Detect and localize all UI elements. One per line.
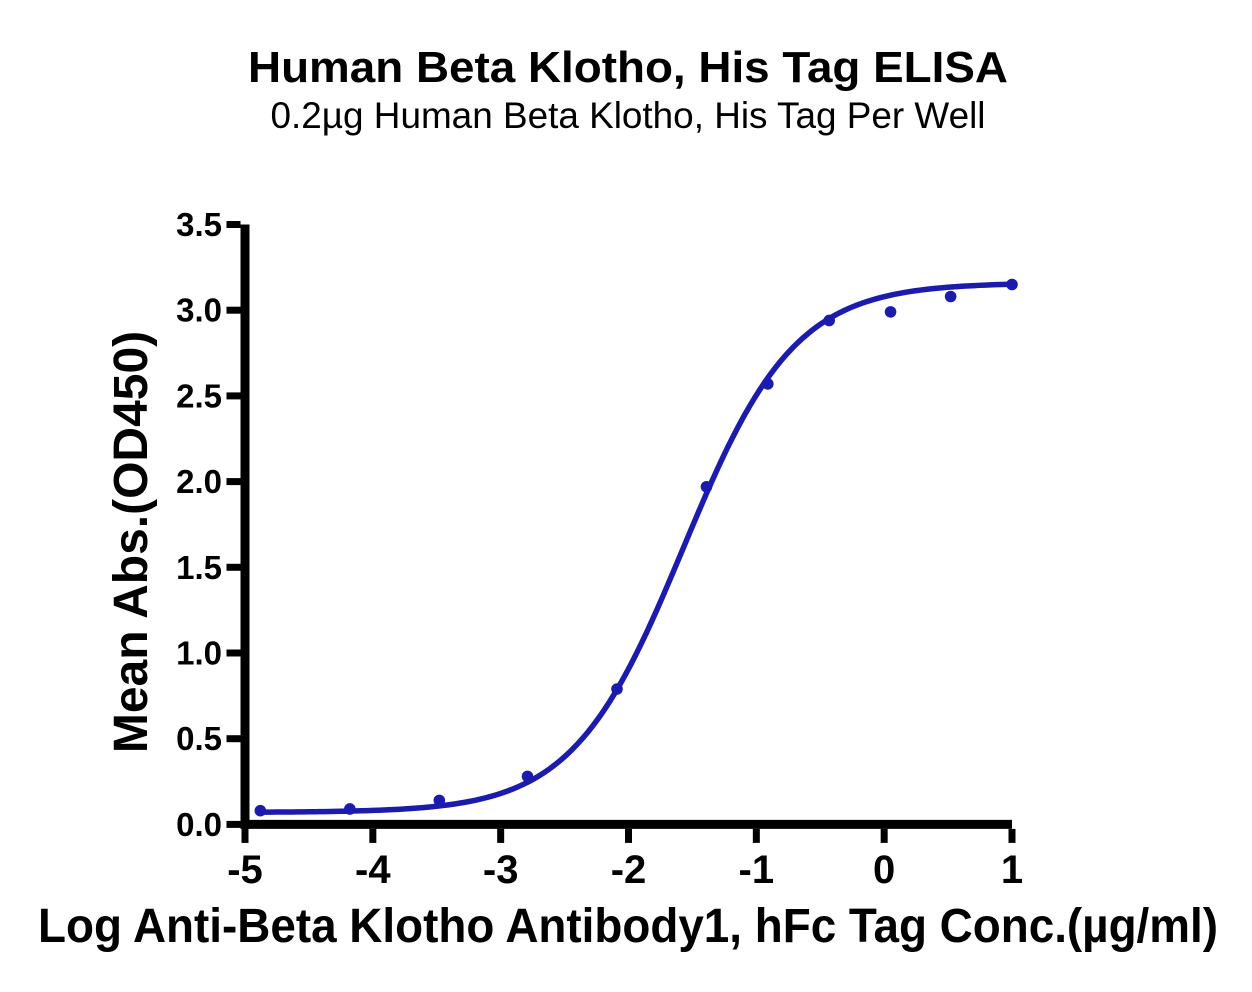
data-point <box>1006 278 1018 291</box>
x-tick-label: -3 <box>483 848 519 892</box>
y-axis-label: Mean Abs.(OD450) <box>105 331 158 753</box>
data-point <box>823 314 835 327</box>
y-tick-label: 2.0 <box>176 463 222 500</box>
data-point <box>611 683 623 695</box>
y-tick-label: 0.0 <box>176 806 222 843</box>
y-tick-label: 3.5 <box>176 206 222 243</box>
data-point <box>254 804 267 817</box>
x-tick-label: -2 <box>611 848 647 892</box>
data-point <box>700 480 713 493</box>
y-tick-label: 1.5 <box>176 549 222 586</box>
x-tick-label: 0 <box>873 848 895 892</box>
x-tick-label: -5 <box>227 848 263 892</box>
x-tick-label: -4 <box>355 848 391 892</box>
data-point <box>521 770 534 783</box>
x-axis-label: Log Anti-Beta Klotho Antibody1, hFc Tag … <box>38 900 1218 953</box>
x-tick-label: -1 <box>739 848 775 892</box>
y-tick-label: 3.0 <box>176 292 222 329</box>
chart-subtitle: 0.2µg Human Beta Klotho, His Tag Per Wel… <box>271 95 986 136</box>
data-point <box>433 794 446 807</box>
fit-curve <box>257 281 1015 815</box>
x-tick-label: 1 <box>1001 848 1023 892</box>
chart-title: Human Beta Klotho, His Tag ELISA <box>248 43 1008 92</box>
y-tick-label: 2.5 <box>176 377 222 414</box>
data-point <box>344 803 356 815</box>
data-point <box>884 306 897 318</box>
y-tick-label: 1.0 <box>176 635 222 672</box>
y-tick-label: 0.5 <box>176 720 222 757</box>
plot-area: -5 -4 -3 -2 -1 0 1 0.0 0.5 1.0 1.5 2.0 2.5 3.0 3.5 <box>176 206 1023 892</box>
data-point <box>944 290 957 303</box>
data-point <box>762 378 774 390</box>
